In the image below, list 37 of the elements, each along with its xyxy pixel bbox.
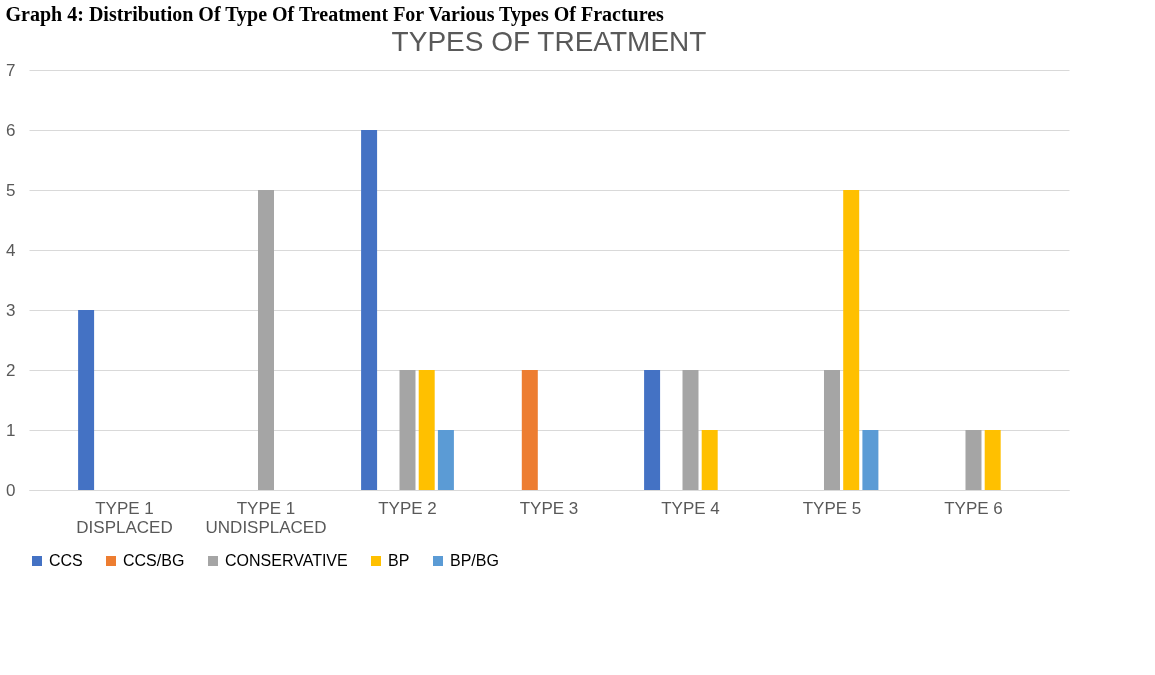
bar bbox=[701, 430, 718, 490]
x-tick-label: TYPE 6 bbox=[944, 498, 1003, 518]
bar bbox=[682, 370, 699, 490]
bar bbox=[843, 190, 860, 490]
bar bbox=[823, 370, 840, 490]
x-tick-label: TYPE 5 bbox=[802, 498, 862, 518]
y-tick-label: 2 bbox=[6, 360, 16, 380]
legend-label: CONSERVATIVE bbox=[225, 552, 348, 569]
legend-label: BP bbox=[388, 552, 410, 569]
y-tick-label: 1 bbox=[6, 420, 16, 440]
legend-label: BP/BG bbox=[450, 552, 499, 569]
bar bbox=[644, 370, 661, 490]
bar bbox=[965, 430, 982, 490]
x-tick-label: TYPE 4 bbox=[661, 498, 720, 518]
y-tick-label: 0 bbox=[6, 480, 16, 500]
bar bbox=[437, 430, 454, 490]
x-tick-label: TYPE 2 bbox=[378, 498, 437, 518]
legend-label: CCS/BG bbox=[123, 552, 185, 569]
x-tick-label: TYPE 1 UNDISPLACED bbox=[205, 498, 327, 537]
x-tick-label: TYPE 1 DISPLACED bbox=[76, 498, 173, 537]
bar bbox=[418, 370, 435, 490]
bar bbox=[521, 370, 538, 490]
chart-title: Graph 4: Distribution Of Type Of Treatment For Various Types Of Fractures bbox=[5, 3, 665, 26]
bar bbox=[984, 430, 1001, 490]
y-tick-label: 3 bbox=[6, 300, 16, 320]
legend-label: CCS bbox=[49, 552, 83, 569]
x-tick-label: TYPE 3 bbox=[519, 498, 579, 518]
y-tick-label: 6 bbox=[6, 120, 16, 140]
bar bbox=[78, 310, 95, 490]
y-tick-label: 7 bbox=[6, 60, 16, 80]
y-tick-label: 5 bbox=[6, 180, 16, 200]
bar bbox=[399, 370, 416, 490]
bar bbox=[361, 130, 378, 490]
bar bbox=[862, 430, 879, 490]
bar bbox=[258, 190, 275, 490]
chart-subtitle: TYPES OF TREATMENT bbox=[391, 26, 707, 57]
y-tick-label: 4 bbox=[6, 240, 16, 260]
